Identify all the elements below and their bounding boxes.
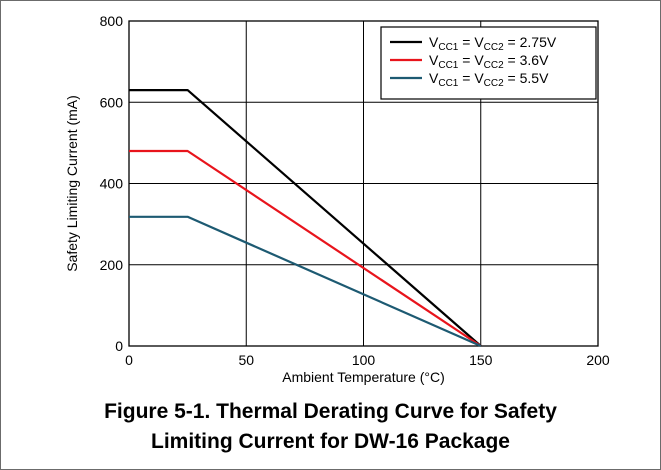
x-tick-label: 100 (352, 352, 376, 368)
x-tick-label: 200 (586, 352, 610, 368)
legend-label-3: VCC1 = VCC2 = 5.5V (429, 70, 549, 89)
caption-line-1: Figure 5-1. Thermal Derating Curve for S… (104, 400, 557, 423)
y-tick-label: 600 (100, 94, 124, 110)
y-tick-label: 400 (100, 176, 124, 192)
y-tick-label: 200 (100, 257, 124, 273)
y-tick-label: 800 (100, 13, 124, 29)
series-line-1 (129, 88, 482, 347)
legend-box (380, 26, 597, 100)
series-line-2 (129, 149, 482, 347)
legend-label-1: VCC1 = VCC2 = 2.75V (429, 34, 557, 53)
y-tick-label: 0 (115, 338, 123, 354)
series-line-3 (129, 215, 482, 348)
y-axis-label: Safety Limiting Current (mA) (64, 95, 80, 272)
legend-label-2: VCC1 = VCC2 = 3.6V (429, 52, 549, 71)
x-tick-label: 150 (469, 352, 493, 368)
x-axis-label: Ambient Temperature (°C) (282, 369, 445, 385)
plot-border (128, 20, 599, 347)
figure-caption: Figure 5-1. Thermal Derating Curve for S… (1, 397, 660, 457)
x-tick-label: 50 (238, 352, 254, 368)
caption-line-2: Limiting Current for DW-16 Package (151, 430, 510, 453)
x-tick-label: 0 (125, 352, 133, 368)
derating-chart: 0 50 100 150 200 0 200 400 600 800 Ambient Tempera… (64, 13, 610, 385)
